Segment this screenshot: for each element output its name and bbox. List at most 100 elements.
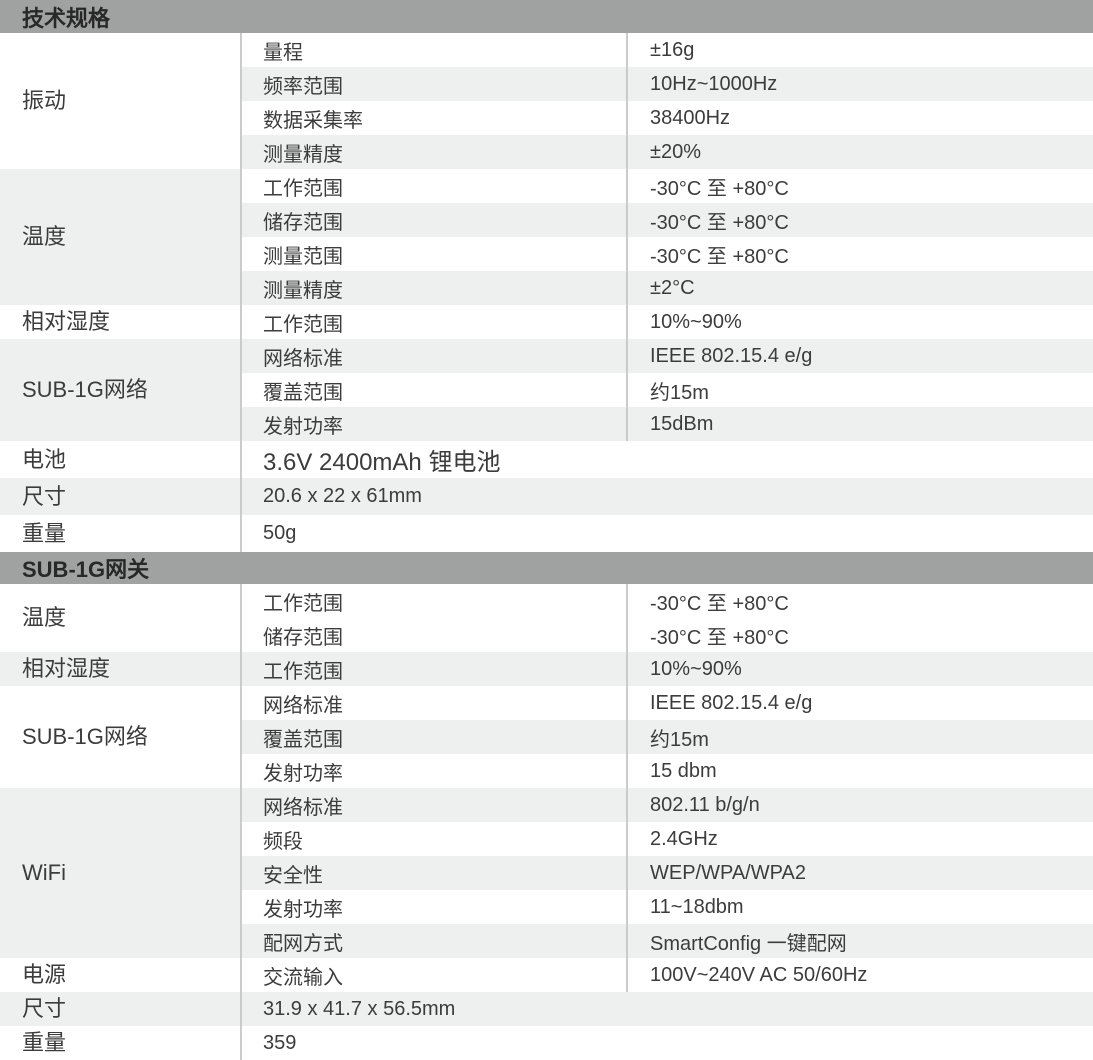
- group-rows: 359: [242, 1026, 1093, 1060]
- section-body: 振动 量程 ±16g 频率范围 10Hz~1000Hz 数据采集率 38400Hz 测量精度 ±…: [0, 33, 1093, 552]
- spec-row: 3.6V 2400mAh 锂电池: [242, 441, 1093, 478]
- spec-value: -30°C 至 +80°C: [626, 584, 1093, 618]
- spec-value: 约15m: [626, 720, 1093, 754]
- section-title: SUB-1G网关: [22, 557, 150, 582]
- spec-value: 100V~240V AC 50/60Hz: [626, 958, 1093, 992]
- spec-row: 测量范围 -30°C 至 +80°C: [242, 237, 1093, 271]
- spec-value: 11~18dbm: [626, 890, 1093, 924]
- spec-sublabel: 测量精度: [263, 279, 343, 302]
- group-label-text: 重量: [22, 520, 67, 546]
- spec-sublabel: 测量范围: [263, 245, 343, 268]
- group-row: 尺寸 31.9 x 41.7 x 56.5mm: [0, 992, 1093, 1026]
- group-label-text: WiFi: [22, 860, 66, 886]
- group-label: 温度: [0, 169, 242, 305]
- group-row: 相对湿度 工作范围 10%~90%: [0, 652, 1093, 686]
- spec-value: ±16g: [626, 33, 1093, 67]
- spec-row: 配网方式 SmartConfig 一键配网: [242, 924, 1093, 958]
- group-rows: 工作范围 10%~90%: [242, 652, 1093, 686]
- spec-value: ±20%: [626, 135, 1093, 169]
- group-row: 温度 工作范围 -30°C 至 +80°C 储存范围 -30°C 至 +80°C 测量范围…: [0, 169, 1093, 305]
- group-label-text: 振动: [22, 88, 67, 114]
- spec-sublabel: 工作范围: [263, 313, 343, 336]
- spec-value: ±2°C: [626, 271, 1093, 305]
- spec-row: 量程 ±16g: [242, 33, 1093, 67]
- spec-value: 20.6 x 22 x 61mm: [263, 485, 422, 507]
- spec-row: 频段 2.4GHz: [242, 822, 1093, 856]
- group-row: 相对湿度 工作范围 10%~90%: [0, 305, 1093, 339]
- group-label: 相对湿度: [0, 305, 242, 339]
- group-label-text: 重量: [22, 1030, 67, 1056]
- spec-row: 20.6 x 22 x 61mm: [242, 478, 1093, 515]
- group-row: SUB-1G网络 网络标准 IEEE 802.15.4 e/g 覆盖范围 约15m 发射功…: [0, 339, 1093, 441]
- group-label: 重量: [0, 1026, 242, 1060]
- spec-row: 网络标准 802.11 b/g/n: [242, 788, 1093, 822]
- group-label-text: 尺寸: [22, 483, 67, 509]
- spec-sublabel: 储存范围: [263, 211, 343, 234]
- group-label: WiFi: [0, 788, 242, 958]
- spec-value: 15 dbm: [626, 754, 1093, 788]
- group-rows: 交流输入 100V~240V AC 50/60Hz: [242, 958, 1093, 992]
- spec-sublabel: 覆盖范围: [263, 381, 343, 404]
- spec-value: 10Hz~1000Hz: [626, 67, 1093, 101]
- group-label: 电源: [0, 958, 242, 992]
- spec-row: 交流输入 100V~240V AC 50/60Hz: [242, 958, 1093, 992]
- group-label: SUB-1G网络: [0, 686, 242, 788]
- spec-row: 网络标准 IEEE 802.15.4 e/g: [242, 686, 1093, 720]
- spec-sublabel: 频段: [263, 830, 303, 853]
- spec-value: 802.11 b/g/n: [626, 788, 1093, 822]
- group-row: 温度 工作范围 -30°C 至 +80°C 储存范围 -30°C 至 +80°C: [0, 584, 1093, 652]
- group-label-text: 温度: [22, 605, 67, 631]
- section-title: 技术规格: [22, 5, 111, 31]
- spec-value: IEEE 802.15.4 e/g: [626, 686, 1093, 720]
- section-sensor-specs: 技术规格 振动 量程 ±16g 频率范围 10Hz~1000Hz 数据采集率 38400Hz…: [0, 0, 1093, 552]
- section-body: 温度 工作范围 -30°C 至 +80°C 储存范围 -30°C 至 +80°C 相对湿度…: [0, 584, 1093, 1060]
- spec-sublabel: 工作范围: [263, 660, 343, 683]
- spec-row: 31.9 x 41.7 x 56.5mm: [242, 992, 1093, 1026]
- group-row: 尺寸 20.6 x 22 x 61mm: [0, 478, 1093, 515]
- group-rows: 工作范围 -30°C 至 +80°C 储存范围 -30°C 至 +80°C 测量范围 -3…: [242, 169, 1093, 305]
- spec-row: 网络标准 IEEE 802.15.4 e/g: [242, 339, 1093, 373]
- spec-row: 50g: [242, 515, 1093, 552]
- group-label-text: SUB-1G网络: [22, 724, 148, 750]
- group-label-text: 尺寸: [22, 996, 67, 1022]
- spec-row: 频率范围 10Hz~1000Hz: [242, 67, 1093, 101]
- section-header: 技术规格: [0, 0, 1093, 33]
- spec-sublabel: 数据采集率: [263, 109, 363, 132]
- spec-value: -30°C 至 +80°C: [626, 169, 1093, 203]
- group-label: 电池: [0, 441, 242, 478]
- spec-value: 50g: [263, 522, 297, 544]
- spec-sublabel: 工作范围: [263, 177, 343, 200]
- spec-row: 数据采集率 38400Hz: [242, 101, 1093, 135]
- section-gateway-specs: SUB-1G网关 温度 工作范围 -30°C 至 +80°C 储存范围 -30°C 至 …: [0, 552, 1093, 1060]
- spec-value: 359: [263, 1031, 297, 1054]
- spec-value: WEP/WPA/WPA2: [626, 856, 1093, 890]
- spec-value: -30°C 至 +80°C: [626, 203, 1093, 237]
- spec-value: SmartConfig 一键配网: [626, 924, 1093, 958]
- spec-value: -30°C 至 +80°C: [626, 237, 1093, 271]
- spec-row: 测量精度 ±20%: [242, 135, 1093, 169]
- group-rows: 20.6 x 22 x 61mm: [242, 478, 1093, 515]
- section-header: SUB-1G网关: [0, 552, 1093, 584]
- spec-row: 储存范围 -30°C 至 +80°C: [242, 618, 1093, 652]
- spec-row: 工作范围 10%~90%: [242, 652, 1093, 686]
- group-label-text: 电池: [22, 446, 67, 472]
- spec-row: 工作范围 -30°C 至 +80°C: [242, 584, 1093, 618]
- spec-row: 安全性 WEP/WPA/WPA2: [242, 856, 1093, 890]
- spec-row: 覆盖范围 约15m: [242, 720, 1093, 754]
- group-label: 相对湿度: [0, 652, 242, 686]
- spec-sublabel: 交流输入: [263, 966, 343, 989]
- group-label: 温度: [0, 584, 242, 652]
- group-rows: 网络标准 802.11 b/g/n 频段 2.4GHz 安全性 WEP/WPA/WPA2 发…: [242, 788, 1093, 958]
- group-rows: 网络标准 IEEE 802.15.4 e/g 覆盖范围 约15m 发射功率 15 dbm: [242, 686, 1093, 788]
- spec-sublabel: 网络标准: [263, 694, 343, 717]
- spec-sublabel: 发射功率: [263, 762, 343, 785]
- group-label-text: 电源: [22, 962, 67, 988]
- spec-value: -30°C 至 +80°C: [626, 618, 1093, 652]
- spec-sublabel: 测量精度: [263, 143, 343, 166]
- group-label: 尺寸: [0, 478, 242, 515]
- spec-row: 发射功率 11~18dbm: [242, 890, 1093, 924]
- spec-sublabel: 频率范围: [263, 75, 343, 98]
- spec-row: 359: [242, 1026, 1093, 1060]
- group-row: WiFi 网络标准 802.11 b/g/n 频段 2.4GHz 安全性 WEP/WPA/W…: [0, 788, 1093, 958]
